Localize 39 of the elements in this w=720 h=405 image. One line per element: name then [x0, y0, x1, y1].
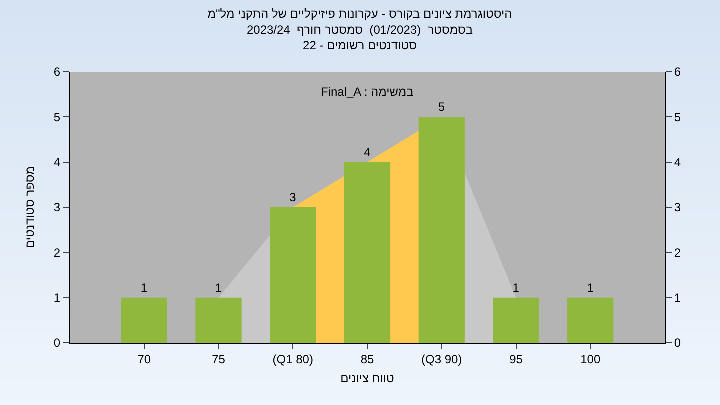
- data-label: 5: [438, 100, 446, 114]
- y2-tick-label: 0: [674, 336, 682, 350]
- y2-tick-label: 3: [674, 200, 682, 215]
- bar: [196, 298, 242, 343]
- y-tick-label: 3: [54, 200, 61, 215]
- data-label: 3: [290, 190, 297, 204]
- bar: [493, 298, 540, 343]
- x-tick-label: 75: [212, 352, 226, 366]
- x-tick-label: (Q3 90): [422, 352, 462, 366]
- y-tick-label: 1: [54, 291, 61, 306]
- x-axis-title: טווח ציונים: [340, 371, 395, 386]
- data-label: 1: [140, 280, 148, 295]
- y2-tick-label: 2: [674, 246, 682, 260]
- x-tick-label: 95: [510, 352, 524, 366]
- y-tick-label: 4: [54, 156, 61, 170]
- bar: [344, 162, 391, 343]
- data-label: 1: [512, 280, 520, 295]
- y2-tick-label: 5: [674, 110, 682, 124]
- bar: [418, 117, 465, 343]
- y2-tick-label: 4: [674, 156, 682, 170]
- data-label: 4: [364, 145, 371, 160]
- annotation: Final_A : במשימה: [321, 85, 414, 99]
- y2-tick-label: 6: [674, 65, 682, 80]
- x-tick-label: 100: [580, 352, 601, 366]
- x-tick-label: 70: [138, 352, 152, 366]
- chart-title: היסטוגרמת ציונים בקורס - עקרונות פיזיקליים של התקני מל"מ בסמסטר (01/2023) סמסטר חורף 2023/24 סטודנטים רשומים - 22: [208, 7, 512, 52]
- data-label: 1: [587, 280, 594, 295]
- y-tick-label: 0: [54, 336, 61, 350]
- data-label: 1: [215, 280, 222, 295]
- bar: [270, 208, 316, 343]
- y-tick-label: 5: [54, 110, 61, 124]
- bar: [568, 298, 614, 343]
- bar: [121, 298, 168, 343]
- x-tick-label: 85: [360, 352, 374, 366]
- x-tick-label: (Q1 80): [272, 352, 314, 366]
- y2-tick-label: 1: [674, 291, 682, 306]
- y-tick-label: 6: [54, 65, 61, 80]
- y-tick-label: 2: [54, 246, 61, 260]
- y-axis-title: מספר סטודנטים: [23, 166, 38, 249]
